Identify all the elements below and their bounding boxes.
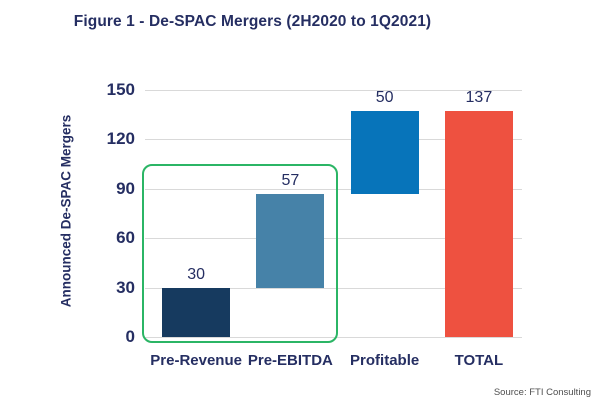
x-tick-label-pre-ebitda: Pre-EBITDA: [247, 352, 333, 369]
gridline-120: [145, 139, 522, 141]
y-tick-label-30: 30: [116, 277, 135, 297]
gridline-90: [145, 188, 522, 190]
bar-pre-ebitda: [256, 193, 325, 288]
bar-total: [444, 111, 513, 337]
bar-value-label-pre-revenue: 30: [187, 265, 206, 283]
bar-value-label-total: 137: [465, 89, 493, 107]
gridline-150: [145, 90, 522, 91]
plot-area: [145, 90, 522, 338]
y-tick-label-150: 150: [106, 80, 135, 99]
y-axis-title-text: Announced De-SPAC Mergers: [58, 114, 74, 308]
y-tick-label-0: 0: [125, 327, 135, 346]
gridline-60: [145, 238, 522, 240]
y-tick-label-60: 60: [116, 228, 135, 248]
bar-value-label-pre-ebitda: 57: [281, 171, 300, 189]
x-tick-label-pre-revenue: Pre-Revenue: [150, 352, 242, 369]
highlight-box: [142, 164, 338, 343]
bar-profitable: [350, 111, 419, 194]
x-tick-label-total: TOTAL: [454, 352, 504, 369]
bar-value-label-profitable: 50: [375, 89, 394, 107]
gridline-30: [145, 287, 522, 289]
y-tick-label-90: 90: [116, 178, 135, 198]
bar-pre-revenue: [162, 287, 231, 337]
y-tick-label-120: 120: [106, 129, 135, 149]
chart-title: Figure 1 - De-SPAC Mergers (2H2020 to 1Q…: [73, 13, 432, 30]
x-tick-label-profitable: Profitable: [350, 352, 420, 369]
source-note: Source: FTI Consulting: [493, 387, 591, 398]
